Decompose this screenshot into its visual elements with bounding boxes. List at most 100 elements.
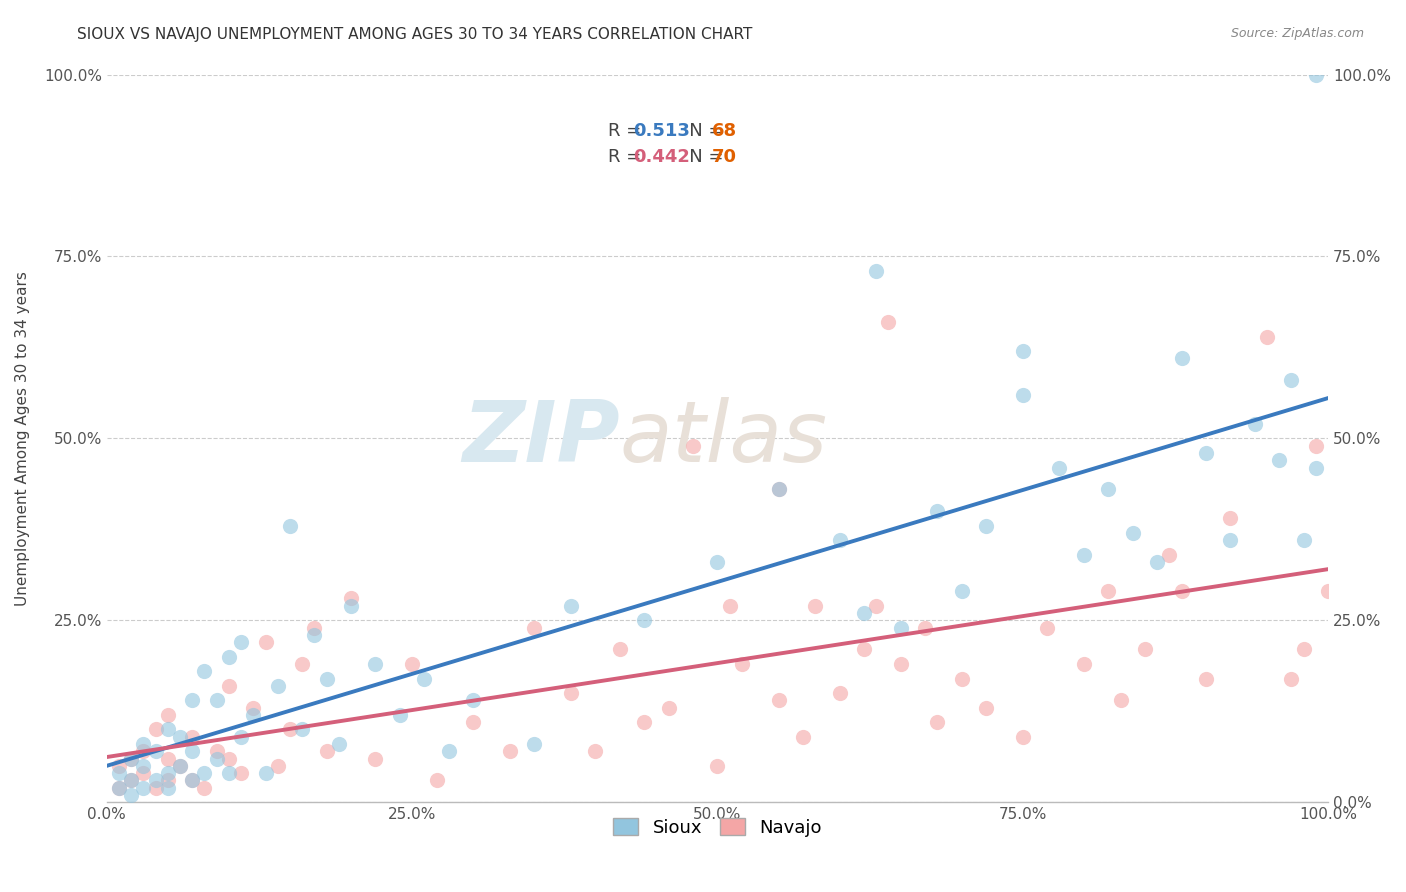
Point (974, 518, 997, 533)
Point (950, 584, 973, 599)
Point (315, 672, 337, 686)
Point (229, 766, 252, 780)
Point (1011, 344, 1033, 359)
Point (853, 642, 876, 657)
Point (463, 693, 485, 707)
Point (499, 744, 522, 758)
Point (315, 744, 337, 758)
Point (304, 628, 326, 642)
Point (1073, 657, 1095, 671)
Point (792, 730, 814, 744)
Point (156, 751, 179, 765)
Point (1219, 511, 1241, 525)
Point (156, 780, 179, 795)
Text: 70: 70 (711, 147, 737, 166)
Point (828, 533, 851, 548)
Point (706, 555, 728, 569)
Point (1036, 621, 1059, 635)
Point (181, 693, 204, 707)
Point (193, 766, 215, 780)
Point (950, 672, 973, 686)
Point (1244, 417, 1267, 431)
Text: N =: N = (672, 121, 728, 139)
Point (278, 518, 301, 533)
Point (218, 766, 240, 780)
Point (156, 708, 179, 723)
Point (927, 715, 949, 730)
Point (463, 715, 485, 730)
Text: N =: N = (672, 147, 728, 166)
Point (120, 788, 142, 802)
Legend: Sioux, Navajo: Sioux, Navajo (606, 811, 830, 844)
Point (120, 751, 142, 765)
Point (1011, 388, 1033, 402)
Point (304, 621, 326, 635)
Point (1281, 373, 1303, 387)
Point (1073, 548, 1095, 562)
Point (205, 751, 228, 765)
Point (1268, 453, 1291, 467)
Point (682, 439, 704, 453)
Point (706, 759, 728, 773)
Point (169, 730, 191, 744)
Point (145, 723, 167, 737)
Point (731, 657, 754, 671)
Point (242, 700, 264, 714)
Point (1305, 439, 1327, 453)
Point (145, 773, 167, 788)
Point (560, 686, 582, 700)
Point (609, 642, 631, 657)
Y-axis label: Unemployment Among Ages 30 to 34 years: Unemployment Among Ages 30 to 34 years (15, 271, 30, 606)
Point (120, 773, 142, 788)
Point (768, 483, 790, 497)
Point (1281, 672, 1303, 686)
Point (890, 621, 912, 635)
Point (156, 766, 179, 780)
Point (633, 613, 655, 627)
Point (132, 737, 155, 751)
Point (169, 759, 191, 773)
Point (1305, 68, 1327, 82)
Point (1256, 329, 1278, 343)
Point (229, 730, 252, 744)
Point (914, 621, 936, 635)
Point (1146, 555, 1168, 569)
Point (633, 715, 655, 730)
Point (1133, 642, 1156, 657)
Point (193, 780, 215, 795)
Point (413, 672, 436, 686)
Point (658, 700, 681, 714)
Text: SIOUX VS NAVAJO UNEMPLOYMENT AMONG AGES 30 TO 34 YEARS CORRELATION CHART: SIOUX VS NAVAJO UNEMPLOYMENT AMONG AGES … (77, 27, 752, 42)
Point (425, 773, 447, 788)
Point (181, 773, 204, 788)
Point (1195, 672, 1218, 686)
Point (1049, 460, 1071, 475)
Text: R =: R = (607, 147, 647, 166)
Point (181, 730, 204, 744)
Point (1292, 533, 1315, 548)
Point (156, 723, 179, 737)
Text: atlas: atlas (620, 397, 828, 480)
Point (218, 679, 240, 693)
Point (254, 766, 277, 780)
Point (328, 737, 350, 751)
Point (1170, 351, 1192, 366)
Point (865, 599, 887, 613)
Point (181, 744, 204, 758)
Text: 0.442: 0.442 (634, 147, 690, 166)
Point (1097, 483, 1119, 497)
Point (291, 657, 314, 671)
Point (865, 264, 887, 278)
Point (108, 780, 131, 795)
Point (1292, 642, 1315, 657)
Point (278, 723, 301, 737)
Point (523, 621, 546, 635)
Point (768, 693, 790, 707)
Point (218, 751, 240, 765)
Point (804, 599, 827, 613)
Point (156, 773, 179, 788)
Point (145, 780, 167, 795)
Point (132, 766, 155, 780)
Text: 68: 68 (711, 121, 737, 139)
Point (401, 657, 423, 671)
